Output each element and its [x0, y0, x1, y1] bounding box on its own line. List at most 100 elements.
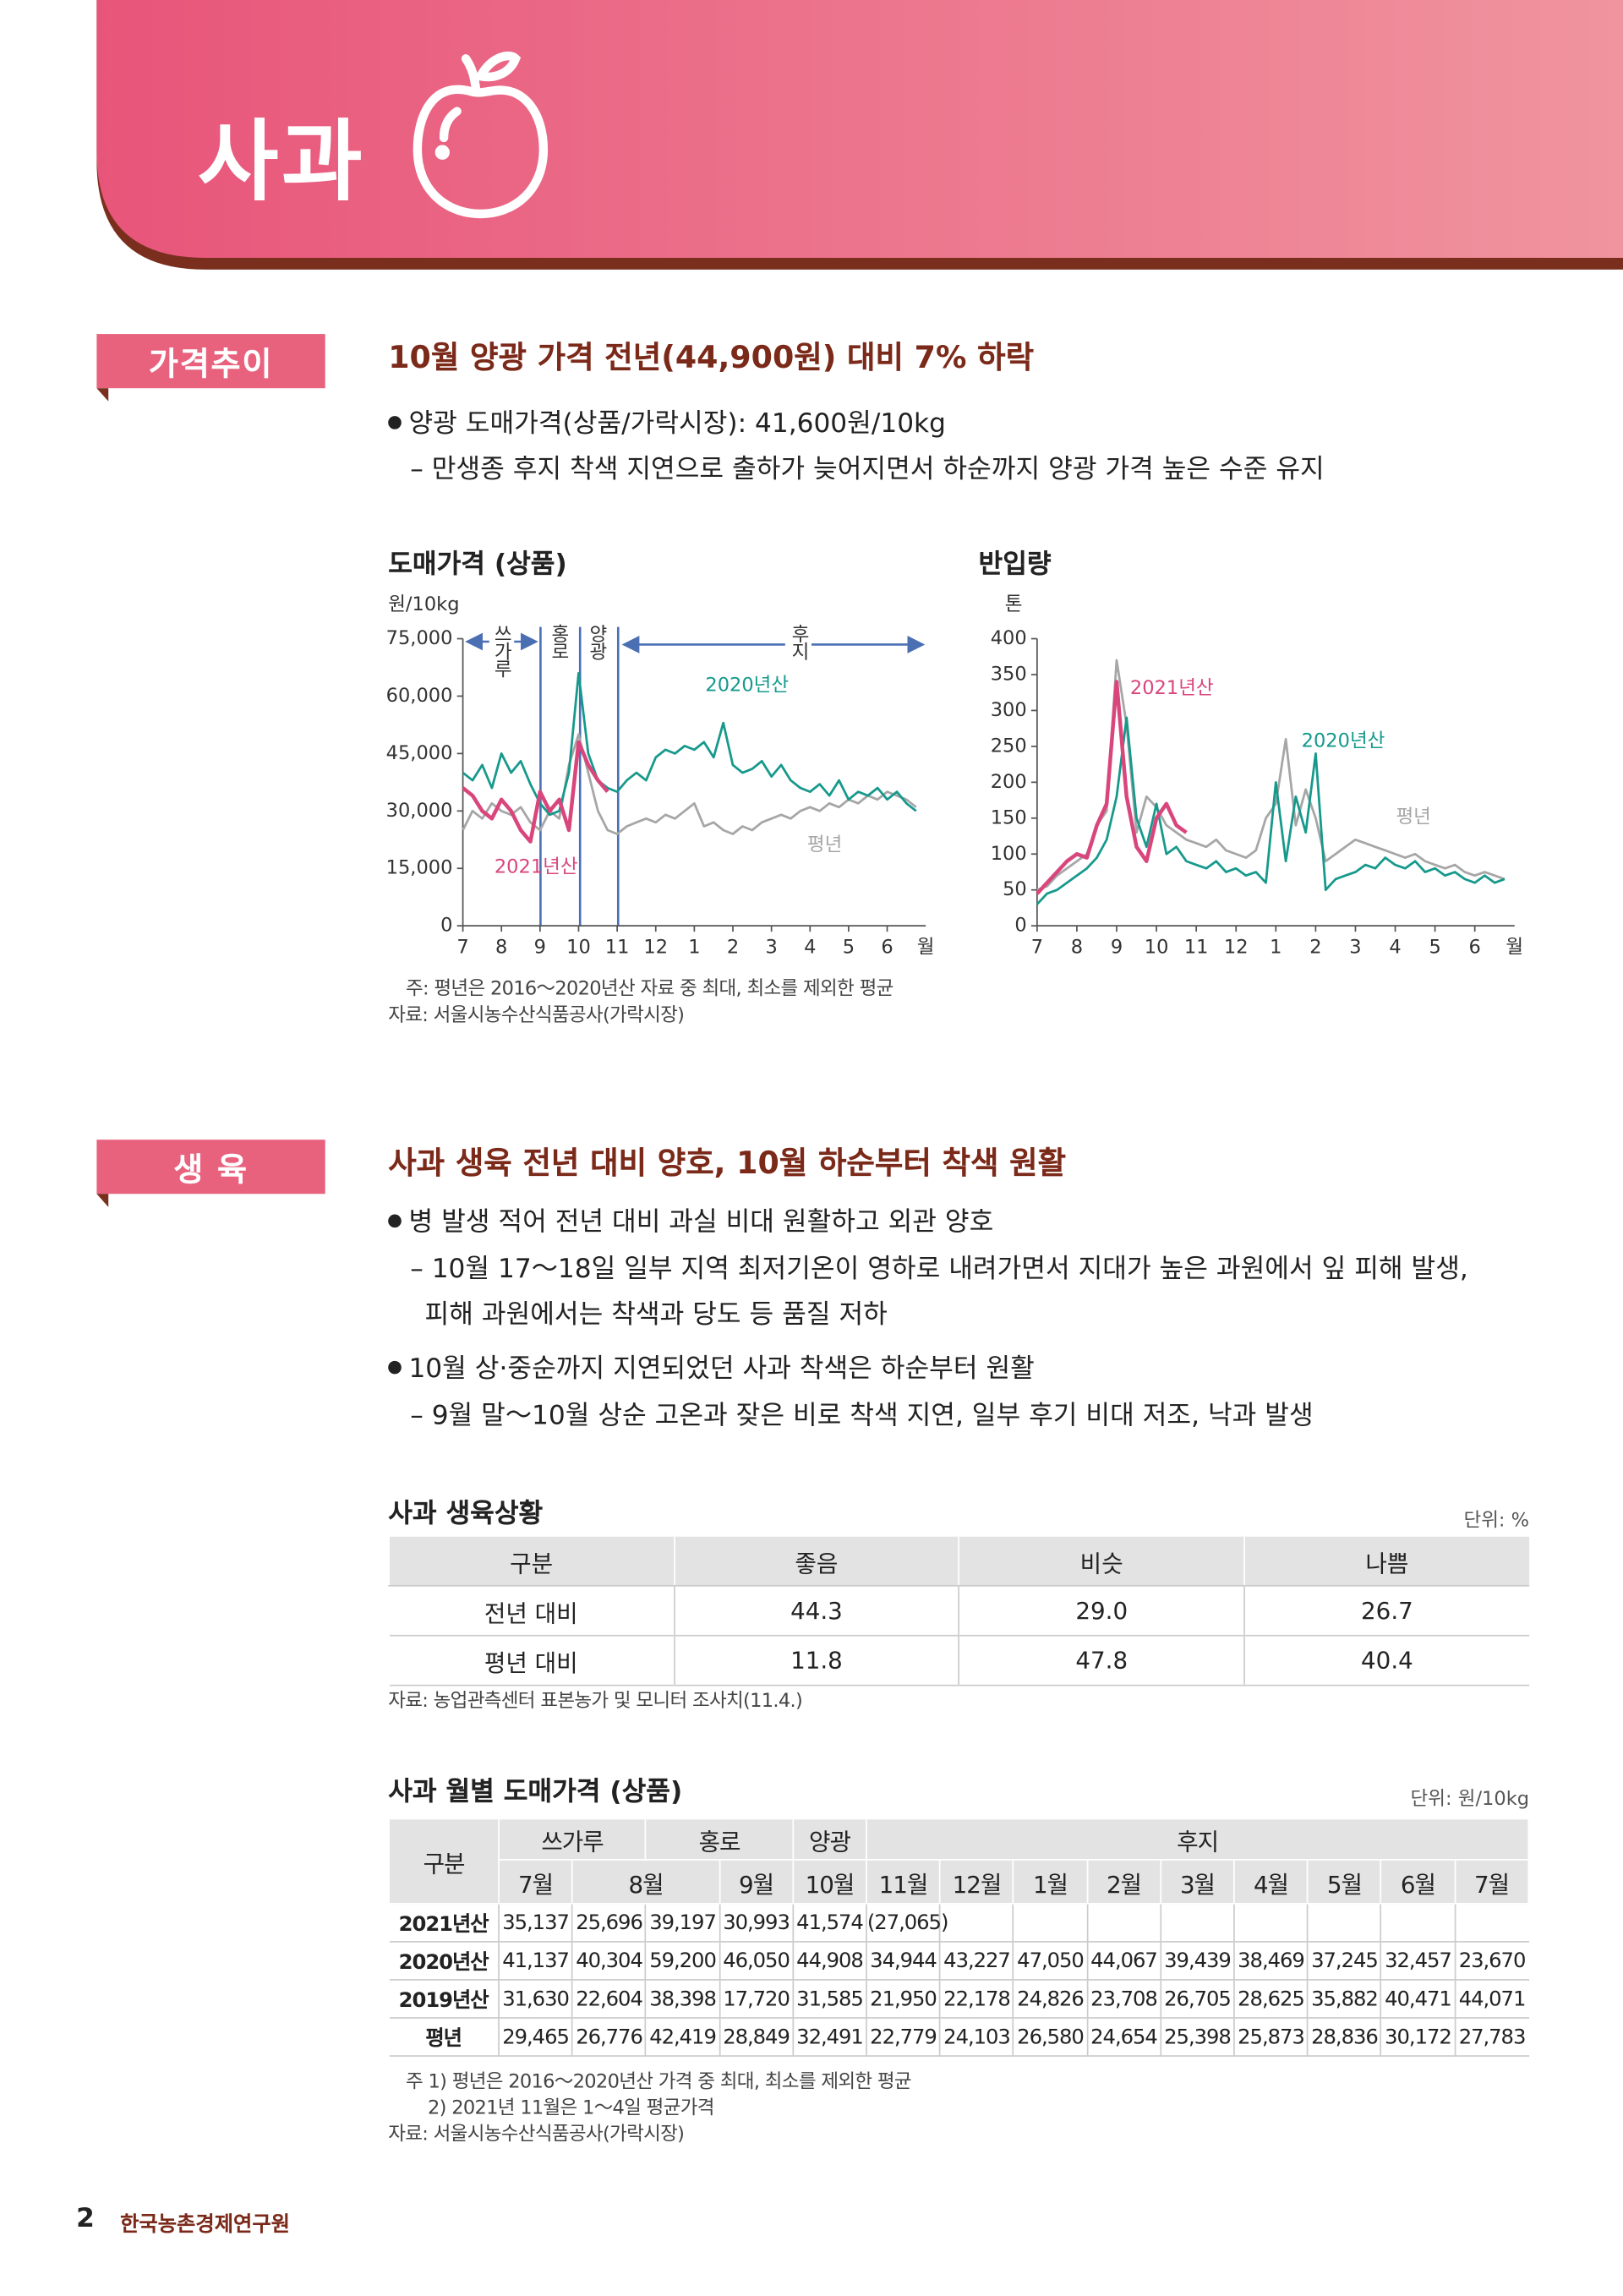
x-tick-label: 3 [765, 937, 777, 959]
bullet-text: 10월 상·중순까지 지연되었던 사과 착색은 하순부터 원활 [408, 1353, 1035, 1385]
footer-org: 한국농촌경제연구원 [120, 2213, 290, 2238]
chart-source: 자료: 서울시농수산식품공사(가락시장) [388, 1004, 685, 1027]
table-row: 2019년산 31,630 22,604 38,398 17,720 31,585 21,9… [389, 1979, 1529, 2019]
series-label: 2020년산 [1302, 730, 1385, 752]
y-tick-label: 200 [991, 771, 1027, 793]
table-row: 2021년산 35,137 25,696 39,197 30,993 41,574 (27,… [389, 1902, 1529, 1943]
header-cell: 비슷 [958, 1536, 1244, 1587]
y-tick-label: 0 [440, 915, 452, 937]
table-title: 사과 월별 도매가격 (상품) [388, 1776, 683, 1808]
cell: 38,469 [1233, 1941, 1309, 1981]
season-label: 양광 [584, 624, 607, 659]
x-tick-label: 9 [1111, 937, 1123, 959]
cell: 17,720 [719, 1979, 794, 2019]
header-cell: 양광 [792, 1818, 867, 1861]
header-cell: 3월 [1160, 1858, 1235, 1905]
x-tick-label: 5 [1429, 937, 1440, 959]
header-cell: 좋음 [673, 1536, 959, 1587]
header-cell: 6월 [1380, 1858, 1456, 1905]
header-cell: 1월 [1013, 1858, 1088, 1905]
x-tick-label: 6 [881, 937, 893, 959]
y-tick-label: 60,000 [386, 685, 453, 707]
x-tick-label: 1 [1270, 937, 1281, 959]
row-label: 2021년산 [389, 1902, 500, 1943]
sub-bullet-cont: 피해 과원에서는 착색과 당도 등 품질 저하 [424, 1299, 888, 1331]
table-header-row: 7월 8월 9월 10월 11월 12월 1월 2월 3월 4월 5월 6월 7월 [389, 1858, 1530, 1905]
cell: 23,708 [1086, 1979, 1161, 2019]
cell: 40,471 [1380, 1979, 1456, 2019]
y-tick-label: 50 [1003, 878, 1027, 900]
empty-cell [1454, 1902, 1529, 1943]
series-label: 2021년산 [1130, 677, 1214, 699]
apple-icon [413, 52, 549, 219]
table: 구분 좋음 비슷 나쁨 전년 대비 44.3 29.0 26.7 평년 대비 11.8 47.8 40… [388, 1536, 1530, 1686]
cell: 42,419 [645, 2017, 720, 2057]
header-cell: 나쁨 [1243, 1536, 1530, 1587]
header-cell: 홍로 [645, 1818, 794, 1861]
series-line [462, 671, 917, 817]
y-tick-label: 250 [991, 735, 1027, 757]
cell: 31,585 [792, 1979, 867, 2019]
cell: 30,172 [1380, 2017, 1456, 2057]
y-tick-label: 15,000 [386, 857, 453, 879]
x-tick-label: 11 [605, 937, 630, 959]
row-label: 평년 [389, 2017, 500, 2057]
row-label: 2019년산 [389, 1979, 500, 2019]
series-label: 2021년산 [495, 856, 578, 877]
header-cell: 구분 [388, 1536, 675, 1587]
y-tick-label: 350 [991, 663, 1027, 685]
season-label: 후지 [786, 624, 809, 659]
cell: 28,849 [719, 2017, 794, 2057]
x-tick-label: 4 [804, 937, 816, 959]
x-tick-label: 7 [1031, 937, 1043, 959]
y-tick-label: 400 [991, 627, 1027, 649]
cell: 28,836 [1307, 2017, 1382, 2057]
cell: 41,137 [498, 1941, 573, 1981]
y-tick-label: 100 [991, 843, 1027, 865]
table-row: 2020년산 41,137 40,304 59,200 46,050 44,908 34,9… [389, 1941, 1529, 1981]
page-number: 2 [76, 2203, 95, 2234]
y-tick-label: 150 [991, 806, 1027, 828]
cell: 31,630 [498, 1979, 573, 2019]
header-cell: 8월 [571, 1858, 720, 1905]
bullet: 10월 상·중순까지 지연되었던 사과 착색은 하순부터 원활 [388, 1348, 1035, 1386]
x-tick-label: 11 [1184, 937, 1209, 959]
cell: 37,245 [1307, 1941, 1382, 1981]
header-cell: 4월 [1233, 1858, 1309, 1905]
cell: 44,071 [1454, 1979, 1529, 2019]
x-tick-label: 7 [456, 937, 468, 959]
empty-cell [1233, 1902, 1309, 1943]
cell: 40,304 [571, 1941, 647, 1981]
cell: 32,457 [1380, 1941, 1456, 1981]
x-tick-label: 10 [566, 937, 591, 959]
table-header-row: 구분 좋음 비슷 나쁨 [388, 1536, 1530, 1587]
x-tick-label: 12 [1224, 937, 1249, 959]
cell: 40.4 [1243, 1635, 1530, 1686]
header-bg [96, 0, 1623, 258]
chart-title: 반입량 [978, 549, 1052, 581]
x-tick-label: 9 [534, 937, 546, 959]
table-header-row: 구분 쓰가루 홍로 양광 후지 [388, 1818, 1530, 1905]
cell: 35,137 [498, 1902, 573, 1943]
cell: 23,670 [1454, 1941, 1529, 1981]
cell: 29,465 [498, 2017, 573, 2057]
x-tick-label: 8 [495, 937, 507, 959]
sub-bullet: – 9월 말～10월 상순 고온과 잦은 비로 착색 지연, 일부 후기 비대 … [410, 1400, 1314, 1431]
cell: 26.7 [1243, 1585, 1530, 1637]
x-tick-label: 4 [1389, 937, 1401, 959]
sub-bullet: – 10월 17～18일 일부 지역 최저기온이 영하로 내려가면서 지대가 높… [410, 1254, 1468, 1285]
bullet-text: 양광 도매가격(상품/가락시장): 41,600원/10kg [408, 408, 946, 440]
series-line [462, 740, 609, 844]
table-unit: 단위: 원/10kg [1410, 1788, 1530, 1811]
table-source: 자료: 농업관측센터 표본농가 및 모니터 조사치(11.4.) [388, 1690, 803, 1713]
table-title: 사과 생육상황 [388, 1498, 544, 1530]
x-tick-label: 6 [1469, 937, 1481, 959]
y-tick-label: 30,000 [386, 800, 453, 822]
cell: 22,779 [866, 2017, 941, 2057]
cell: 26,580 [1013, 2017, 1088, 2057]
header-cell: 쓰가루 [498, 1818, 647, 1861]
header-cell: 7월 [498, 1858, 573, 1905]
cell: 38,398 [645, 1979, 720, 2019]
table-row: 평년 대비 11.8 47.8 40.4 [389, 1635, 1530, 1686]
